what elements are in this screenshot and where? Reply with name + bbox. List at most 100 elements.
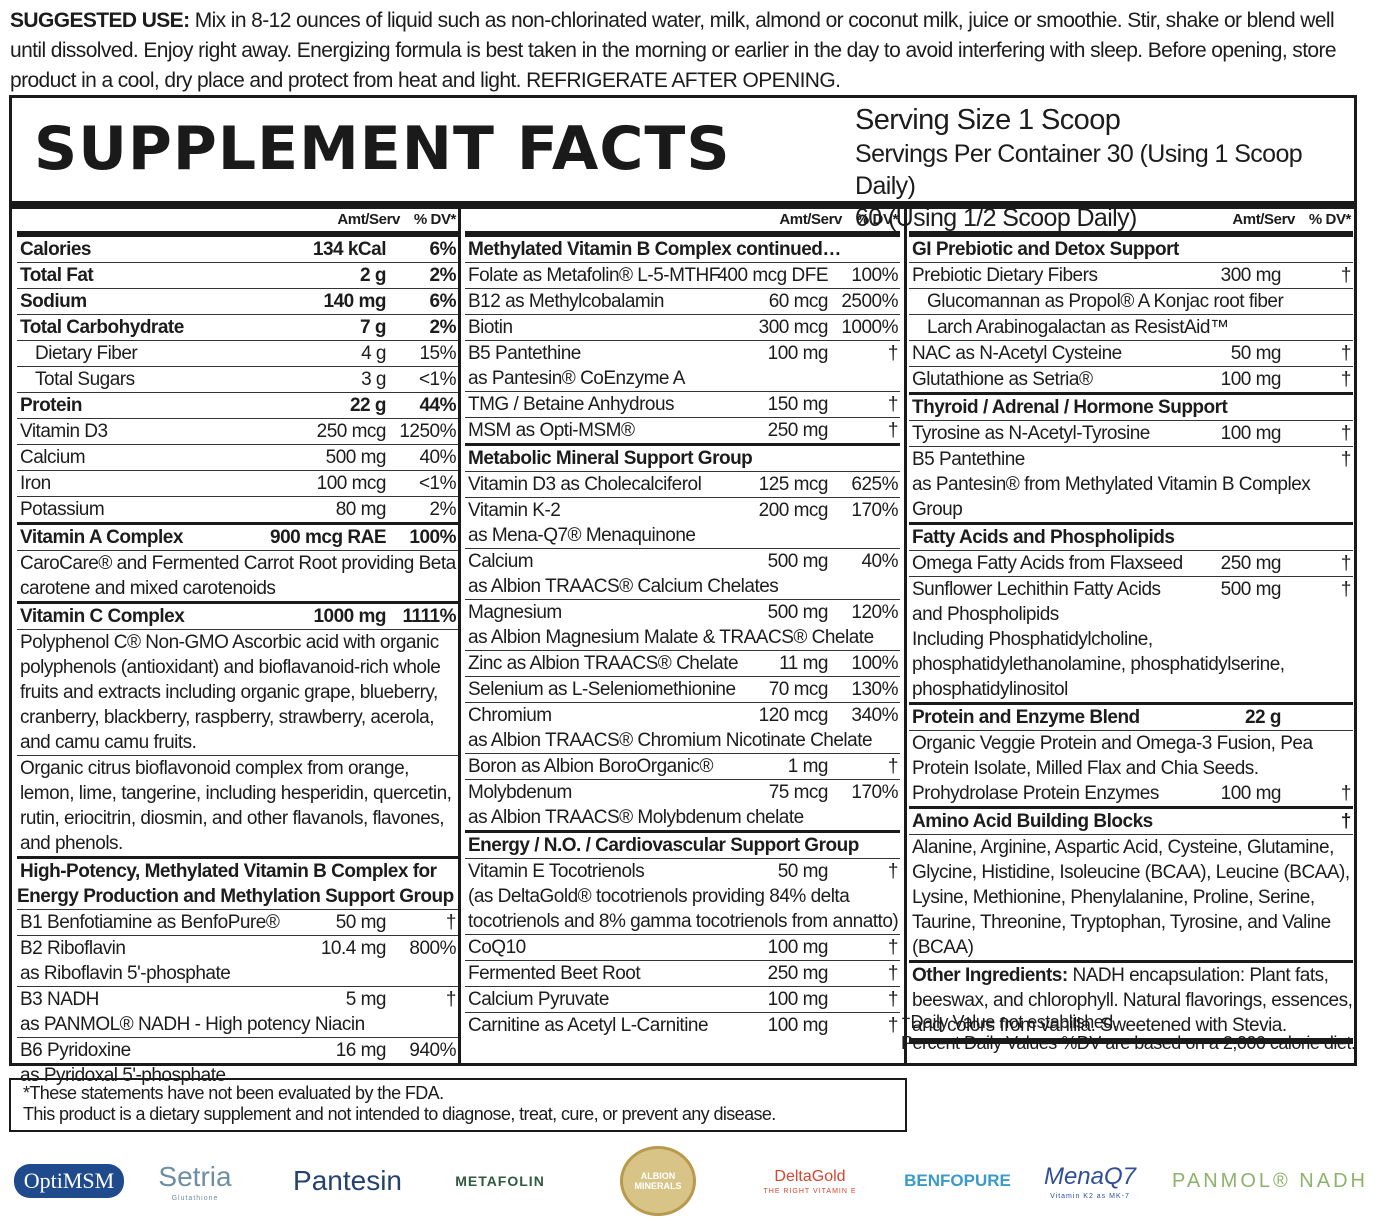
nutrient-amount: 16 mg	[335, 1040, 387, 1061]
nutrient-name: Vitamin E Tocotrienols	[468, 861, 645, 882]
nutrient-row: Sunflower Lechithin Fatty Acids 500 mg † an…	[909, 577, 1353, 627]
nutrient-source: as Albion TRAACS® Chromium Nicotinate Ch…	[468, 730, 873, 751]
nutrient-amount: 50 mg	[1230, 343, 1282, 364]
nutrient-row: Prohydrolase Protein Enzymes 100 mg †	[909, 781, 1353, 809]
nutrient-dv: 100%	[851, 265, 898, 286]
nutrient-amount: 300 mcg	[758, 317, 829, 338]
nutrient-amount: 250 mg	[767, 420, 829, 441]
group-heading: GI Prebiotic and Detox Support	[909, 237, 1353, 263]
nutrient-amount: 50 mg	[335, 912, 387, 933]
logo-label: METAFOLIN	[455, 1173, 545, 1189]
nutrient-row: Folate as Metafolin® L-5-MTHF 400 mcg DFE…	[465, 263, 900, 289]
amt-header: Amt/Serv	[1232, 211, 1295, 228]
nutrient-amount: 75 mcg	[768, 782, 829, 803]
nutrient-dv: 170%	[851, 782, 898, 803]
nutrient-row: Magnesium 500 mg 120% as Albion Magnesium M…	[465, 600, 900, 651]
nutrient-amount: 7 g	[360, 317, 386, 338]
nutrient-dv: 340%	[851, 705, 898, 726]
nutrient-name: Vitamin C Complex	[20, 606, 185, 627]
nutrient-dv: 100%	[851, 653, 898, 674]
nutrient-name: Amino Acid Building Blocks	[912, 811, 1153, 832]
suggested-use-label: SUGGESTED USE:	[10, 9, 190, 32]
nutrient-name: Molybdenum	[468, 782, 572, 803]
nutrient-amount: 200 mcg	[758, 500, 829, 521]
nutrient-row: Vitamin A Complex 900 mcg RAE 100%	[17, 525, 458, 551]
description-text: Organic Veggie Protein and Omega-3 Fusio…	[912, 733, 1313, 779]
group-heading-text: GI Prebiotic and Detox Support	[912, 239, 1179, 260]
nutrient-amount: 80 mg	[335, 499, 387, 520]
nutrient-amount: 100 mcg	[316, 473, 387, 494]
nutrient-name: Sunflower Lechithin Fatty Acids	[912, 579, 1161, 600]
nutrient-row: Vitamin E Tocotrienols 50 mg † (as DeltaGol…	[465, 859, 900, 935]
nutrient-dv: 100%	[409, 527, 456, 548]
nutrient-dv: 120%	[851, 602, 898, 623]
other-ingredients-label: Other Ingredients:	[912, 965, 1068, 986]
nutrient-name: TMG / Betaine Anhydrous	[468, 394, 675, 415]
suggested-use-text: Mix in 8-12 ounces of liquid such as non…	[10, 9, 1337, 92]
description-text: CaroCare® and Fermented Carrot Root prov…	[20, 553, 456, 599]
logo-panmol-nadh: PANMOL® NADH	[1170, 1146, 1370, 1216]
nutrient-row: Calcium 500 mg 40%	[17, 445, 458, 471]
nutrient-amount: 100 mg	[1220, 369, 1282, 390]
nutrient-name: Total Carbohydrate	[20, 317, 184, 338]
nutrient-dv: †	[887, 756, 899, 777]
nutrient-name: Protein	[20, 395, 82, 416]
logo-deltagold: DeltaGold THE RIGHT VITAMIN E	[755, 1146, 865, 1216]
nutrient-amount: 250 mg	[1220, 553, 1282, 574]
nutrient-dv: 800%	[409, 938, 456, 959]
ingredient-description: Other Ingredients: NADH encapsulation: P…	[909, 963, 1353, 1044]
nutrient-name: B12 as Methylcobalamin	[468, 291, 665, 312]
nutrient-amount: 100 mg	[1220, 423, 1282, 444]
nutrient-name: NAC as N-Acetyl Cysteine	[912, 343, 1122, 364]
nutrient-dv: †	[1340, 783, 1352, 804]
nutrient-amount: 100 mg	[767, 937, 829, 958]
nutrient-dv: †	[887, 937, 899, 958]
nutrient-dv: †	[887, 343, 899, 364]
nutrient-rows: GI Prebiotic and Detox Support Prebiotic …	[909, 237, 1353, 1044]
nutrient-name: Calories	[20, 239, 91, 260]
nutrient-dv: 170%	[851, 500, 898, 521]
nutrient-amount: 500 mg	[1220, 579, 1282, 600]
nutrient-source: as Mena-Q7® Menaquinone	[468, 525, 696, 546]
group-heading-text: Methylated Vitamin B Complex continued…	[468, 239, 841, 260]
nutrient-dv: 2%	[429, 317, 457, 338]
nutrient-row: CoQ10 100 mg †	[465, 935, 900, 961]
nutrient-dv: †	[1340, 811, 1352, 832]
daily-value-footnote: †Daily Value not established. Percent Da…	[901, 1012, 1356, 1054]
nutrient-dv: †	[1340, 265, 1352, 286]
nutrient-dv: †	[1340, 343, 1352, 364]
nutrient-name: MSM as Opti-MSM®	[468, 420, 635, 441]
logo-subtext: Glutathione	[171, 1194, 219, 1202]
nutrient-name: Selenium as L-Seleniomethionine	[468, 679, 736, 700]
group-heading: Thyroid / Adrenal / Hormone Support	[909, 395, 1353, 421]
nutrient-dv: †	[1340, 423, 1352, 444]
nutrient-row: Vitamin D3 250 mcg 1250%	[17, 419, 458, 445]
nutrient-amount: 100 mg	[767, 343, 829, 364]
fda-line-2: This product is a dietary supplement and…	[23, 1104, 776, 1124]
nutrient-row: Tyrosine as N-Acetyl-Tyrosine 100 mg †	[909, 421, 1353, 447]
nutrient-source: as Albion Magnesium Malate & TRAACS® Che…	[468, 627, 874, 648]
nutrient-amount: 250 mcg	[316, 421, 387, 442]
nutrient-row: Potassium 80 mg 2%	[17, 497, 458, 525]
nutrient-amount: 22 g	[1244, 707, 1282, 728]
nutrient-name: Calcium Pyruvate	[468, 989, 609, 1010]
nutrient-row: NAC as N-Acetyl Cysteine 50 mg †	[909, 341, 1353, 367]
nutrient-source: as Pantesin® from Methylated Vitamin B C…	[912, 474, 1311, 520]
nutrient-dv: †	[1340, 579, 1352, 600]
nutrient-name: Protein and Enzyme Blend	[912, 707, 1140, 728]
nutrient-row: B5 Pantethine 100 mg † as Pantesin® CoEnzym…	[465, 341, 900, 392]
nutrient-row: Protein and Enzyme Blend 22 g	[909, 705, 1353, 731]
description-text: Including Phosphatidylcholine, phosphati…	[912, 629, 1285, 700]
nutrient-row: Selenium as L-Seleniomethionine 70 mcg 130…	[465, 677, 900, 703]
nutrient-amount: 140 mg	[323, 291, 387, 312]
logo-label: MenaQ7	[1043, 1162, 1137, 1190]
nutrient-name: Calcium	[468, 551, 534, 572]
nutrient-amount: 70 mcg	[768, 679, 829, 700]
nutrient-row: Total Sugars 3 g <1%	[17, 367, 458, 393]
nutrient-amount: 11 mg	[779, 653, 828, 674]
nutrient-row: B5 Pantethine † as Pantesin® from Methylat…	[909, 447, 1353, 525]
nutrient-amount: 100 mg	[1220, 783, 1282, 804]
nutrient-dv: 1250%	[399, 421, 456, 442]
nutrient-row: Calories 134 kCal 6%	[17, 237, 458, 263]
nutrient-dv: 2%	[429, 265, 457, 286]
